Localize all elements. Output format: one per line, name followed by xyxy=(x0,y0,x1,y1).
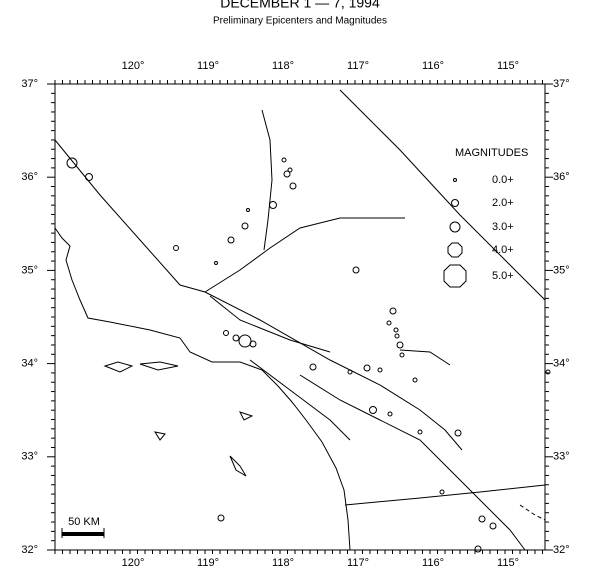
lat-label: 35° xyxy=(553,264,570,276)
lat-label: 36° xyxy=(21,171,38,183)
lat-label: 37° xyxy=(553,78,570,90)
coastline xyxy=(54,227,351,551)
lon-label: 119° xyxy=(197,60,219,72)
lon-label: 117° xyxy=(347,557,369,569)
lat-label: 34° xyxy=(21,358,38,370)
lon-label: 116° xyxy=(422,557,444,569)
lon-label: 118° xyxy=(272,60,294,72)
lon-label: 120° xyxy=(122,557,145,569)
lat-label: 32° xyxy=(553,544,570,556)
legend-label: 2.0+ xyxy=(492,197,514,209)
scale-label: 50 KM xyxy=(68,516,100,528)
lat-label: 34° xyxy=(553,358,570,370)
lat-label: 36° xyxy=(553,171,570,183)
legend: MAGNITUDES 0.0+ 2.0+ 3.0+ 4.0+ 5.0+ xyxy=(443,147,528,288)
lon-label: 118° xyxy=(272,557,294,569)
legend-title: MAGNITUDES xyxy=(455,147,528,159)
lon-label: 115° xyxy=(497,557,519,569)
epicenters xyxy=(66,157,551,553)
lon-label: 117° xyxy=(347,60,369,72)
lon-label: 116° xyxy=(422,60,444,72)
lat-label: 37° xyxy=(21,78,38,90)
lon-label: 115° xyxy=(497,60,519,72)
lon-label: 119° xyxy=(197,557,219,569)
lat-label: 33° xyxy=(21,451,38,463)
legend-label: 5.0+ xyxy=(492,270,514,282)
lat-label: 33° xyxy=(553,451,570,463)
lon-label: 120° xyxy=(122,60,145,72)
subtitle: Preliminary Epicenters and Magnitudes xyxy=(213,16,387,27)
faults xyxy=(54,89,546,551)
lat-label: 35° xyxy=(21,264,38,276)
legend-label: 0.0+ xyxy=(492,174,514,186)
title: DECEMBER 1 — 7, 1994 xyxy=(220,0,380,11)
legend-label: 3.0+ xyxy=(492,221,514,233)
ticks xyxy=(47,80,553,554)
legend-label: 4.0+ xyxy=(492,244,514,256)
lat-label: 32° xyxy=(21,544,38,556)
scale-bar: 50 KM xyxy=(61,516,105,538)
